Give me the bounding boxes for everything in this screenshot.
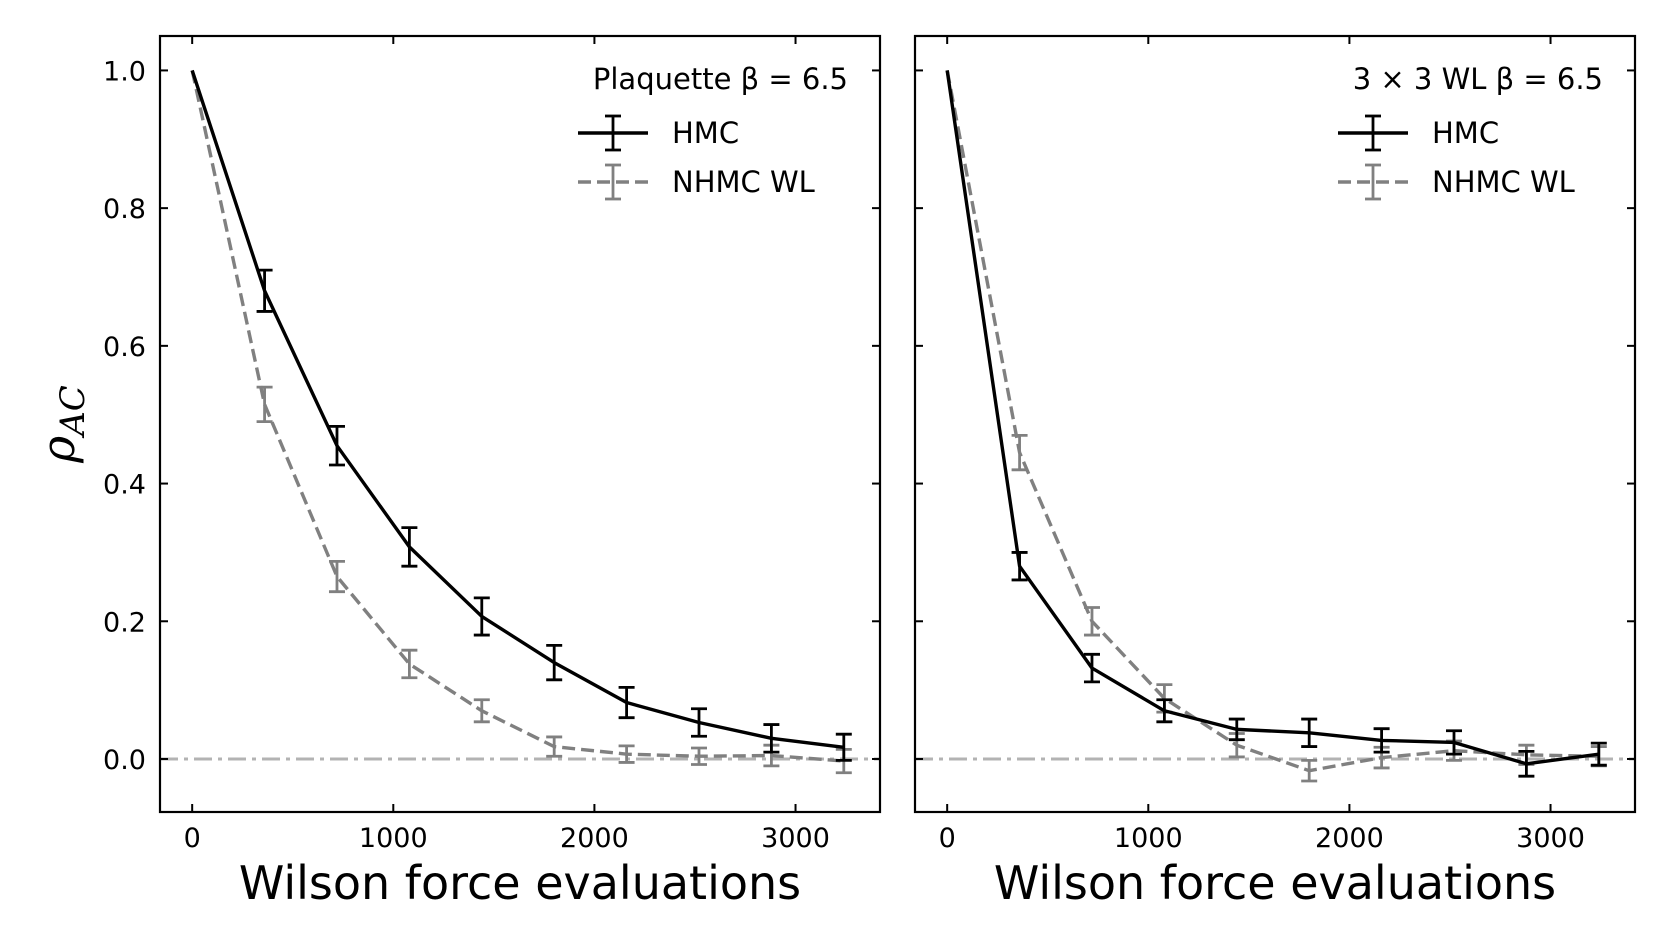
left-nhmc-errorbar	[473, 698, 490, 724]
right-hmc-errorbar	[1518, 750, 1535, 778]
left-nhmc-errorbar	[690, 746, 707, 766]
right-x-tick-label: 2000	[1315, 823, 1384, 854]
left-x-axis-label: Wilson force evaluations	[239, 856, 801, 910]
left-ticks	[160, 36, 880, 812]
right-x-tick-label: 1000	[1114, 823, 1183, 854]
right-legend-hmc-symbol	[1338, 114, 1408, 152]
right-legend-hmc-label: HMC	[1432, 116, 1499, 150]
left-hmc-errorbar	[256, 268, 273, 313]
right-panel: 0 1000 2000 3000 Wilson force evaluations 3…	[913, 34, 1637, 910]
left-hmc-errorbar	[618, 685, 635, 720]
right-nhmc-errorbar	[1083, 606, 1100, 637]
right-legend: 3 × 3 WL β = 6.5 HMC NHMC WL	[1338, 62, 1603, 201]
left-panel: 0 1000 2000 3000 0.0 0.2 0.4 0.6 0.8 1.0 Wilson …	[31, 34, 882, 910]
left-hmc-series	[190, 69, 852, 762]
right-legend-nhmc-symbol	[1338, 163, 1408, 201]
right-nhmc-errorbar	[1301, 758, 1318, 783]
left-hmc-line	[190, 69, 845, 749]
right-ticks	[915, 36, 1635, 812]
left-legend-hmc-label: HMC	[672, 116, 739, 150]
right-hmc-errorbar	[1156, 698, 1173, 724]
right-hmc-errorbar	[1590, 741, 1607, 767]
left-nhmc-line	[190, 70, 844, 763]
left-legend-nhmc-symbol	[578, 163, 648, 201]
right-x-axis-label: Wilson force evaluations	[994, 856, 1556, 910]
right-hmc-errorbar	[1373, 727, 1390, 754]
right-nhmc-line	[945, 70, 1599, 773]
right-x-tick-labels: 0 1000 2000 3000	[939, 823, 1585, 854]
left-x-tick-label: 0	[184, 823, 201, 854]
left-hmc-errorbar	[473, 596, 490, 637]
left-y-tick-label: 1.0	[103, 56, 146, 87]
left-hmc-errorbar	[763, 723, 780, 754]
left-hmc-errorbar	[546, 643, 563, 682]
left-legend-nhmc-label: NHMC WL	[672, 165, 815, 199]
left-x-tick-label: 2000	[560, 823, 629, 854]
y-axis-label-subscript: AC	[53, 385, 93, 439]
left-y-tick-label: 0.8	[103, 194, 146, 225]
right-hmc-series	[945, 70, 1607, 778]
left-legend-hmc-symbol	[578, 114, 648, 152]
left-nhmc-errorbar	[546, 735, 563, 758]
left-nhmc-errorbar	[401, 648, 418, 680]
left-nhmc-errorbar	[256, 385, 273, 423]
right-legend-title: 3 × 3 WL β = 6.5	[1353, 62, 1603, 96]
right-legend-nhmc-label: NHMC WL	[1432, 165, 1575, 199]
right-axes-frame	[913, 34, 1637, 814]
left-y-tick-label: 0.0	[103, 745, 146, 776]
left-hmc-errorbar	[835, 732, 852, 762]
left-nhmc-errorbar	[618, 744, 635, 764]
left-hmc-errorbar	[690, 707, 707, 738]
left-legend: Plaquette β = 6.5 HMC NHMC WL	[578, 62, 848, 201]
left-x-tick-label: 3000	[761, 823, 830, 854]
left-x-tick-labels: 0 1000 2000 3000	[184, 823, 830, 854]
right-hmc-errorbar	[1083, 652, 1100, 684]
right-nhmc-errorbar	[1011, 433, 1028, 472]
left-x-tick-label: 1000	[359, 823, 428, 854]
left-axes-frame	[158, 34, 882, 814]
left-hmc-errorbar	[401, 526, 418, 568]
left-y-tick-label: 0.4	[103, 470, 146, 501]
right-hmc-errorbar	[1445, 729, 1462, 756]
right-x-tick-label: 3000	[1516, 823, 1585, 854]
left-y-tick-labels: 0.0 0.2 0.4 0.6 0.8 1.0	[103, 56, 146, 776]
right-hmc-errorbar	[1228, 717, 1245, 742]
right-x-tick-label: 0	[939, 823, 956, 854]
left-hmc-errorbar	[328, 425, 345, 467]
left-y-tick-label: 0.6	[103, 332, 146, 363]
left-y-tick-label: 0.2	[103, 607, 146, 638]
y-axis-label: ρAC	[31, 385, 93, 464]
left-legend-title: Plaquette β = 6.5	[593, 62, 848, 96]
y-axis-label-main: ρ	[31, 436, 85, 464]
right-hmc-line	[945, 70, 1600, 766]
right-hmc-errorbar	[1011, 551, 1028, 582]
left-nhmc-errorbar	[328, 559, 345, 594]
right-hmc-errorbar	[1301, 717, 1318, 748]
